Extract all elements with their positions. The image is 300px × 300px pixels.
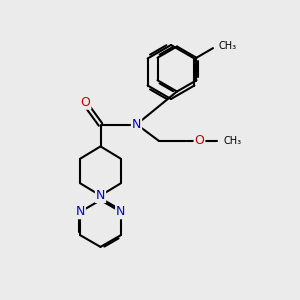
Text: N: N (76, 205, 85, 218)
Text: N: N (96, 189, 105, 202)
Text: O: O (81, 96, 90, 109)
Text: CH₃: CH₃ (218, 41, 236, 51)
Text: CH₃: CH₃ (224, 136, 242, 146)
Text: O: O (195, 134, 204, 148)
Text: N: N (116, 205, 125, 218)
Text: N: N (132, 118, 141, 131)
